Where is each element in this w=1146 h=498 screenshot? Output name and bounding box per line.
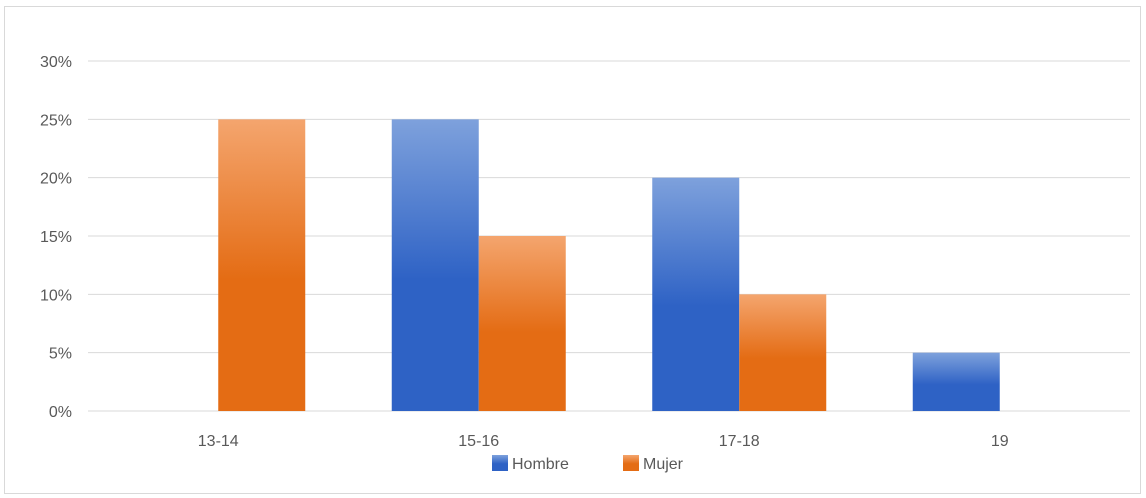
legend-label-hombre: Hombre — [512, 456, 569, 473]
x-tick-label: 19 — [991, 433, 1009, 450]
y-tick-label: 20% — [40, 171, 72, 188]
y-tick-label: 30% — [40, 54, 72, 71]
bar-mujer-13-14 — [218, 119, 306, 411]
y-axis-tick-labels: 0% 5% 10% 15% 20% 25% 30% — [40, 54, 72, 421]
y-tick-label: 15% — [40, 229, 72, 246]
x-tick-label: 17-18 — [719, 433, 760, 450]
y-tick-label: 5% — [49, 346, 72, 363]
bar-hombre-17-18 — [652, 177, 740, 411]
legend-swatch-hombre — [492, 455, 508, 471]
x-tick-label: 15-16 — [458, 433, 499, 450]
x-tick-label: 13-14 — [198, 433, 239, 450]
bar-mujer-17-18 — [739, 294, 827, 411]
y-tick-label: 0% — [49, 404, 72, 421]
bar-hombre-15-16 — [391, 119, 479, 411]
legend: Hombre Mujer — [492, 455, 684, 473]
y-tick-label: 10% — [40, 287, 72, 304]
bars — [218, 119, 1000, 411]
x-axis-tick-labels: 13-14 15-16 17-18 19 — [198, 433, 1009, 450]
legend-swatch-mujer — [623, 455, 639, 471]
legend-label-mujer: Mujer — [643, 456, 684, 473]
chart-frame — [4, 6, 1141, 494]
bar-hombre-19 — [912, 352, 1000, 411]
y-tick-label: 25% — [40, 112, 72, 129]
bar-mujer-15-16 — [478, 236, 566, 411]
